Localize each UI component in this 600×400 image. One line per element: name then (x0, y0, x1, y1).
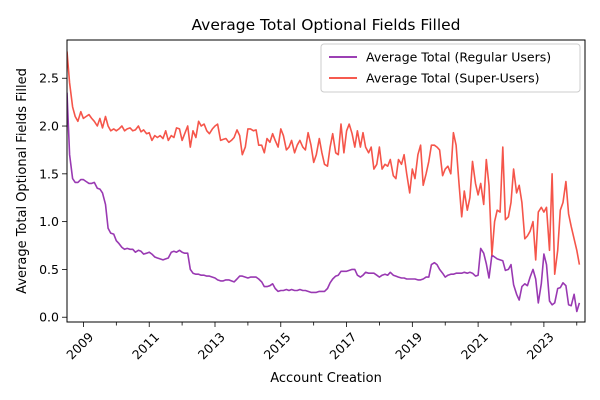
x-tick-label: 2011 (129, 329, 162, 362)
x-axis-title: Account Creation (270, 371, 382, 386)
legend-box (320, 43, 581, 93)
y-tick-label: 0.0 (39, 310, 59, 325)
chart-title: Average Total Optional Fields Filled (191, 16, 460, 34)
y-axis-title: Average Total Optional Fields Filled (15, 68, 30, 294)
x-tick-label: 2023 (524, 329, 557, 362)
x-tick-label: 2017 (326, 329, 359, 362)
y-tick-label: 2.5 (39, 71, 59, 86)
y-tick-label: 1.5 (39, 166, 59, 181)
y-tick-label: 1.0 (39, 214, 59, 229)
x-tick-label: 2015 (261, 329, 294, 362)
x-tick-label: 2019 (392, 329, 425, 362)
series-line-super-users (67, 51, 581, 275)
legend-label: Average Total (Super-Users) (366, 71, 540, 86)
y-tick-label: 0.5 (39, 262, 59, 277)
series-line-regular-users (67, 92, 581, 313)
series-layer (67, 51, 581, 313)
plot-frame (66, 39, 586, 323)
y-tick-label: 2.0 (39, 119, 59, 134)
legend: Average Total (Regular Users) Average Tot… (320, 43, 581, 93)
x-tick-label: 2009 (63, 329, 96, 362)
x-axis: 2009 2011 2013 2015 2017 2019 2021 2023 (63, 322, 578, 362)
y-axis: 0.0 0.5 1.0 1.5 2.0 2.5 (39, 71, 67, 325)
x-tick-label: 2013 (195, 329, 228, 362)
legend-label: Average Total (Regular Users) (366, 50, 551, 65)
x-tick-label: 2021 (458, 329, 491, 362)
